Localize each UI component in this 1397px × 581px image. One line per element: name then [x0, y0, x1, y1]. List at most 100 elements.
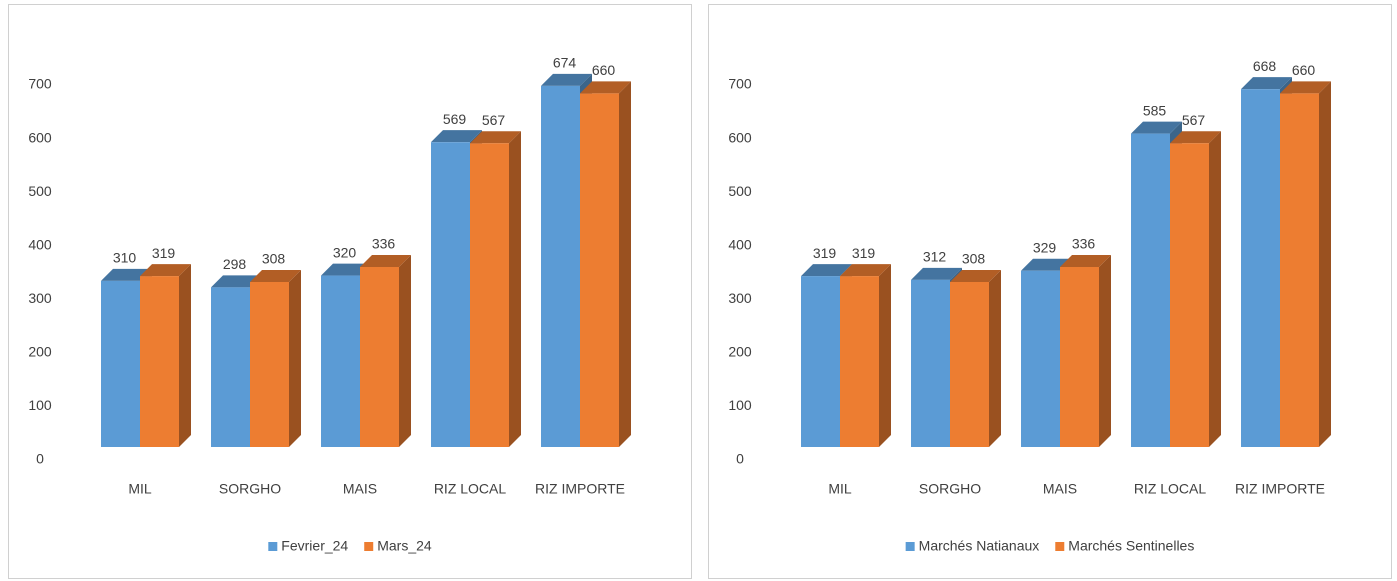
data-label: 336 [372, 236, 396, 252]
y-tick-label: 0 [736, 451, 744, 467]
data-label: 308 [962, 251, 986, 267]
bar-side [1209, 131, 1221, 447]
y-tick-label: 600 [28, 129, 52, 145]
legend-swatch [268, 542, 278, 551]
y-tick-label: 700 [28, 76, 52, 92]
bar [1060, 267, 1099, 447]
bar [840, 276, 879, 447]
bar-side [289, 270, 301, 447]
bar-top [250, 270, 301, 282]
bar-side [179, 264, 191, 447]
bar-side [1319, 81, 1331, 447]
data-label: 319 [152, 245, 176, 261]
data-label: 585 [1143, 102, 1167, 118]
bar-top [1170, 131, 1221, 144]
legend-swatch [1055, 542, 1065, 551]
y-tick-label: 200 [728, 344, 752, 360]
bar-top [801, 264, 852, 277]
bar-side [509, 131, 521, 447]
y-tick-label: 300 [28, 290, 52, 306]
x-tick-label: RIZ LOCAL [1134, 481, 1207, 497]
bar [1131, 133, 1170, 447]
bar [470, 143, 509, 447]
bar-top [1241, 77, 1292, 90]
y-tick-label: 0 [36, 451, 44, 467]
legend-swatch [905, 542, 915, 551]
bar [1280, 93, 1319, 447]
bar-top [470, 131, 521, 144]
bar [360, 267, 399, 447]
bar [580, 93, 619, 447]
bar-top [580, 81, 631, 94]
y-tick-label: 700 [728, 76, 752, 92]
bar-top [541, 73, 592, 86]
bar [950, 282, 989, 447]
bar [1170, 143, 1209, 447]
legend-label: Fevrier_24 [281, 538, 348, 554]
bar [801, 276, 840, 447]
data-label: 567 [1182, 112, 1206, 128]
bar [431, 142, 470, 447]
bar-top [101, 268, 152, 281]
legend-label: Mars_24 [377, 538, 432, 554]
bar [101, 280, 140, 447]
data-label: 319 [813, 245, 837, 261]
bar-side [619, 81, 631, 447]
data-label: 329 [1033, 239, 1057, 255]
bar-side [1099, 255, 1111, 447]
x-tick-label: SORGHO [219, 481, 281, 497]
data-label: 312 [923, 249, 947, 265]
y-tick-label: 500 [728, 183, 752, 199]
data-label: 336 [1072, 236, 1096, 252]
x-tick-label: MAIS [1043, 481, 1077, 497]
data-label: 569 [443, 111, 467, 127]
bar-side [879, 264, 891, 447]
x-tick-label: RIZ LOCAL [434, 481, 507, 497]
bar-top [1021, 258, 1072, 271]
bar-top [321, 263, 372, 276]
x-tick-label: RIZ IMPORTE [1235, 481, 1325, 497]
data-label: 660 [592, 62, 616, 78]
x-tick-label: SORGHO [919, 481, 981, 497]
bar-top [211, 275, 262, 288]
bar-top [1131, 121, 1182, 134]
bar [541, 85, 580, 447]
y-tick-label: 300 [728, 290, 752, 306]
bar [911, 279, 950, 447]
y-tick-label: 500 [28, 183, 52, 199]
data-label: 320 [333, 244, 357, 260]
x-tick-label: MIL [128, 481, 152, 497]
x-tick-label: MAIS [343, 481, 377, 497]
bar-side [399, 255, 411, 447]
bar-top [140, 264, 191, 277]
y-tick-label: 400 [28, 236, 52, 252]
bar-top [911, 267, 962, 280]
data-label: 567 [482, 112, 506, 128]
data-label: 674 [553, 55, 577, 71]
data-label: 298 [223, 256, 247, 272]
legend-label: Marchés Natianaux [919, 538, 1040, 554]
data-label: 308 [262, 251, 286, 267]
data-label: 319 [852, 245, 876, 261]
y-tick-label: 200 [28, 344, 52, 360]
y-tick-label: 600 [728, 129, 752, 145]
legend-swatch [364, 542, 374, 551]
bar-top [1060, 255, 1111, 267]
data-label: 660 [1292, 62, 1316, 78]
bar [1021, 270, 1060, 447]
bar [321, 275, 360, 447]
bar-top [431, 130, 482, 143]
bar-top [360, 255, 411, 267]
bar-top [1280, 81, 1331, 94]
y-tick-label: 400 [728, 236, 752, 252]
bar [1241, 89, 1280, 448]
bar [211, 287, 250, 447]
y-tick-label: 100 [728, 397, 752, 413]
bar [140, 276, 179, 447]
bar-top [950, 270, 1001, 282]
legend-label: Marchés Sentinelles [1068, 538, 1194, 554]
data-label: 310 [113, 250, 137, 266]
data-label: 668 [1253, 58, 1277, 74]
bar-side [989, 270, 1001, 447]
